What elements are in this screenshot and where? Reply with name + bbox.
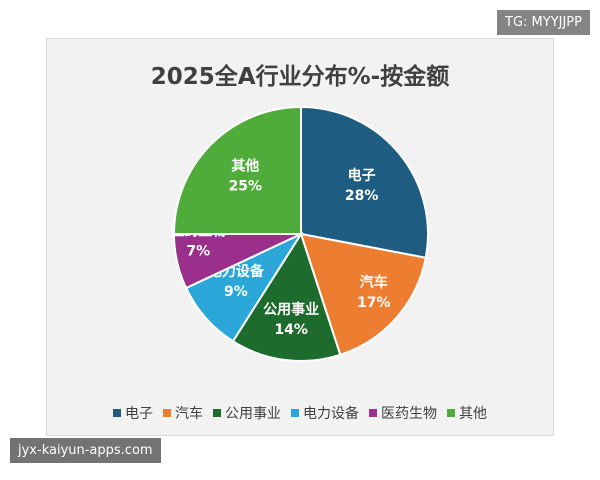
legend-swatch: [369, 409, 377, 417]
slice-name-label: 公用事业: [263, 301, 319, 318]
slice-value-label: 17%: [357, 295, 391, 311]
pie-slice-1: [300, 105, 429, 259]
legend-item: 电子: [113, 403, 153, 423]
legend-swatch: [163, 409, 171, 417]
chart-legend: 电子 汽车 公用事业 电力设备 医药生物 其他: [47, 403, 553, 423]
slice-value-label: 14%: [274, 322, 308, 338]
slice-name-label: 汽车: [360, 274, 388, 291]
legend-swatch: [113, 409, 121, 417]
watermark-top: TG: MYYJJPP: [497, 10, 590, 35]
legend-label: 电子: [125, 406, 153, 422]
pie-slice-6: [172, 105, 302, 235]
legend-label: 电力设备: [303, 406, 359, 422]
legend-label: 医药生物: [381, 406, 437, 422]
legend-item: 医药生物: [369, 403, 437, 423]
slice-value-label: 9%: [224, 284, 248, 300]
legend-label: 汽车: [175, 406, 203, 422]
legend-swatch: [447, 409, 455, 417]
legend-item: 其他: [447, 403, 487, 423]
slice-name-label: 其他: [231, 157, 259, 174]
legend-label: 公用事业: [225, 406, 281, 422]
slice-value-label: 28%: [345, 188, 379, 204]
legend-label: 其他: [459, 406, 487, 422]
pie-slice-3: [231, 231, 342, 362]
pie-slice-2: [299, 232, 427, 357]
slice-value-label: 25%: [229, 178, 263, 194]
slice-value-label: 7%: [186, 244, 210, 260]
legend-swatch: [291, 409, 299, 417]
watermark-bottom: jyx-kaiyun-apps.com: [10, 438, 161, 463]
legend-swatch: [213, 409, 221, 417]
legend-item: 汽车: [163, 403, 203, 423]
slice-name-label: 电子: [348, 167, 376, 184]
chart-title: 2025全A行业分布%-按金额: [150, 64, 450, 90]
chart-card: 2025全A行业分布%-按金额 电子 28% 汽车 17% 公用事业 14% 电力设备 9% 医…: [46, 38, 554, 436]
legend-item: 电力设备: [291, 403, 359, 423]
legend-item: 公用事业: [213, 403, 281, 423]
